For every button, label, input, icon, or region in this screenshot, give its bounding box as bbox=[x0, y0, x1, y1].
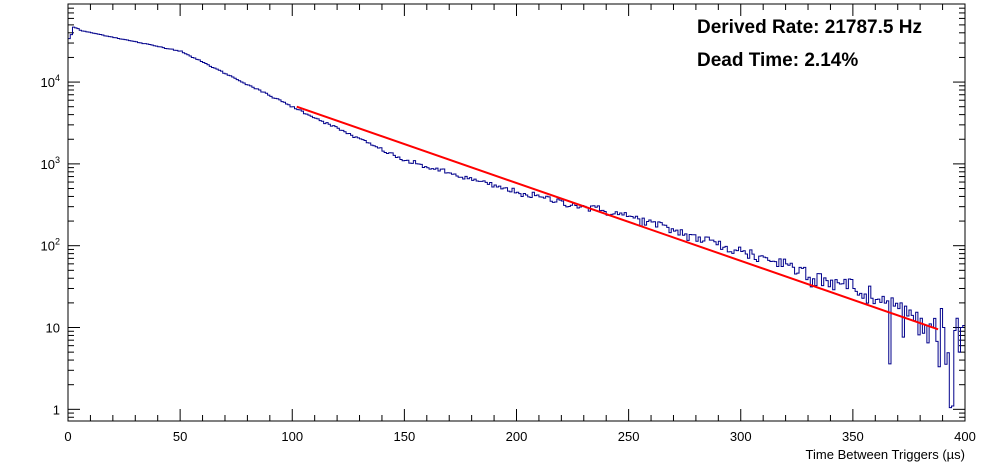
x-tick-label: 350 bbox=[842, 429, 864, 444]
x-tick-label: 300 bbox=[730, 429, 752, 444]
x-tick-label: 200 bbox=[506, 429, 528, 444]
y-tick-label: 102 bbox=[41, 237, 60, 254]
histogram-series bbox=[68, 26, 965, 409]
y-tick-label: 104 bbox=[41, 73, 60, 90]
x-axis-title: Time Between Triggers (µs) bbox=[806, 447, 965, 462]
x-tick-label: 400 bbox=[954, 429, 976, 444]
y-tick-label: 10 bbox=[46, 321, 60, 336]
y-tick-label: 1 bbox=[53, 402, 60, 417]
x-tick-label: 250 bbox=[618, 429, 640, 444]
annotation-derived-rate: Derived Rate: 21787.5 Hz bbox=[697, 17, 922, 38]
fit-line bbox=[296, 105, 939, 331]
y-tick-label: 103 bbox=[41, 155, 60, 172]
x-tick-label: 0 bbox=[64, 429, 71, 444]
y-tick-labels: 1 10 102 103 104 bbox=[41, 73, 60, 417]
annotation-dead-time: Dead Time: 2.14% bbox=[697, 50, 858, 71]
x-tick-label: 100 bbox=[281, 429, 303, 444]
fit-series bbox=[296, 105, 939, 331]
x-tick-labels: 0 50 100 150 200 250 300 350 400 bbox=[64, 429, 975, 444]
x-tick-label: 50 bbox=[173, 429, 187, 444]
x-tick-label: 150 bbox=[394, 429, 416, 444]
plot-frame bbox=[67, 3, 966, 422]
histogram-line bbox=[68, 26, 965, 409]
